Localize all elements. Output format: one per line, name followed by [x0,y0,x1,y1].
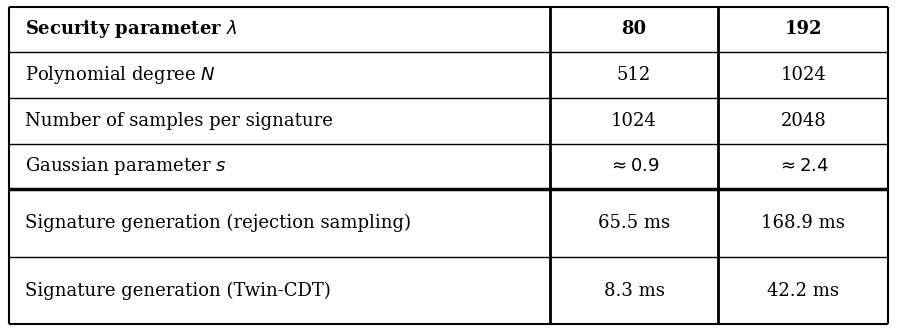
Text: 168.9 ms: 168.9 ms [762,214,845,232]
Text: 512: 512 [617,66,651,84]
Text: 192: 192 [785,21,822,38]
Text: 8.3 ms: 8.3 ms [604,282,665,300]
Text: $\approx 0.9$: $\approx 0.9$ [608,158,659,175]
Text: Security parameter $\lambda$: Security parameter $\lambda$ [25,19,237,40]
Text: 80: 80 [622,21,647,38]
Text: Polynomial degree $N$: Polynomial degree $N$ [25,64,216,86]
Text: Signature generation (rejection sampling): Signature generation (rejection sampling… [25,214,411,232]
Text: $\approx 2.4$: $\approx 2.4$ [778,158,829,175]
Text: 2048: 2048 [780,112,826,130]
Text: 42.2 ms: 42.2 ms [767,282,840,300]
Text: Signature generation (Twin-CDT): Signature generation (Twin-CDT) [25,281,331,300]
Text: 1024: 1024 [611,112,657,130]
Text: Gaussian parameter $s$: Gaussian parameter $s$ [25,156,227,177]
Text: Number of samples per signature: Number of samples per signature [25,112,333,130]
Text: 65.5 ms: 65.5 ms [598,214,670,232]
Text: 1024: 1024 [780,66,826,84]
